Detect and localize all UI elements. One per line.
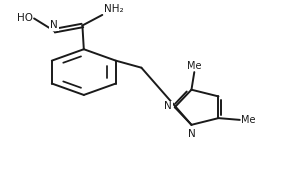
Text: N: N bbox=[188, 129, 196, 139]
Text: HO: HO bbox=[17, 13, 33, 23]
Text: Me: Me bbox=[241, 115, 256, 125]
Text: N: N bbox=[50, 20, 58, 30]
Text: Me: Me bbox=[187, 61, 201, 71]
Text: NH₂: NH₂ bbox=[104, 4, 123, 14]
Text: N: N bbox=[164, 101, 172, 111]
